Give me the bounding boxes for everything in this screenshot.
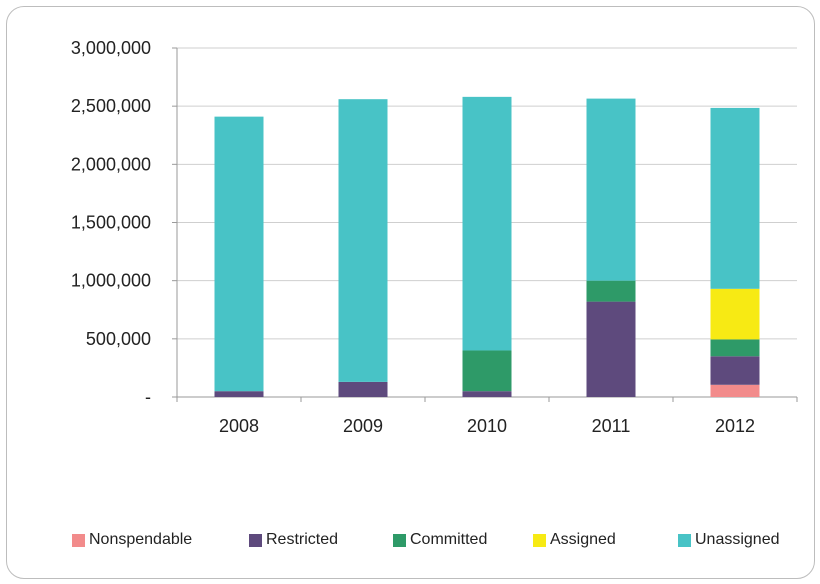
bar-segment-restricted [710, 356, 760, 385]
y-tick-label: 1,000,000 [71, 271, 151, 291]
bar-segment-nonspendable [710, 384, 760, 397]
bar-segment-unassigned [338, 99, 388, 382]
legend-label: Assigned [550, 531, 616, 548]
x-tick-label: 2009 [343, 416, 383, 436]
bar-segment-committed [586, 280, 636, 302]
x-tick-label: 2011 [592, 416, 631, 436]
bar-segment-assigned [710, 288, 760, 340]
bar-segment-unassigned [214, 116, 264, 392]
y-tick-label: 2,500,000 [71, 96, 151, 116]
x-tick-label: 2010 [467, 416, 507, 436]
y-tick-label: 2,000,000 [71, 154, 151, 174]
bar-segment-committed [462, 350, 512, 392]
bar-segment-restricted [462, 391, 512, 397]
y-tick-label: 3,000,000 [71, 38, 151, 58]
chart-legend: Nonspendable Restricted Committed Assigned U… [0, 528, 820, 552]
legend-swatch [249, 533, 262, 547]
y-tick-label: 1,500,000 [71, 213, 151, 233]
legend-item-committed: Committed [393, 528, 487, 552]
bar-segment-restricted [586, 301, 636, 397]
y-tick-label: 500,000 [86, 329, 151, 349]
x-tick-label: 2008 [219, 416, 259, 436]
bar-segment-unassigned [710, 107, 760, 289]
legend-item-assigned: Assigned [533, 528, 616, 552]
legend-swatch [533, 533, 546, 547]
legend-item-unassigned: Unassigned [678, 528, 780, 552]
bar-segment-restricted [338, 381, 388, 397]
y-tick-label: - [145, 387, 151, 407]
legend-item-restricted: Restricted [249, 528, 338, 552]
legend-swatch [678, 533, 691, 547]
legend-label: Unassigned [695, 531, 780, 548]
legend-label: Nonspendable [89, 531, 193, 548]
legend-swatch [393, 533, 406, 547]
bar-segment-unassigned [586, 98, 636, 281]
x-tick-label: 2012 [715, 416, 755, 436]
legend-label: Committed [410, 531, 488, 548]
bar-segment-restricted [214, 391, 264, 397]
bar-segment-committed [710, 339, 760, 357]
chart-frame [6, 6, 815, 579]
legend-swatch [72, 533, 85, 547]
legend-label: Restricted [266, 531, 339, 548]
bar-segment-unassigned [462, 96, 512, 351]
legend-item-nonspendable: Nonspendable [72, 528, 192, 552]
